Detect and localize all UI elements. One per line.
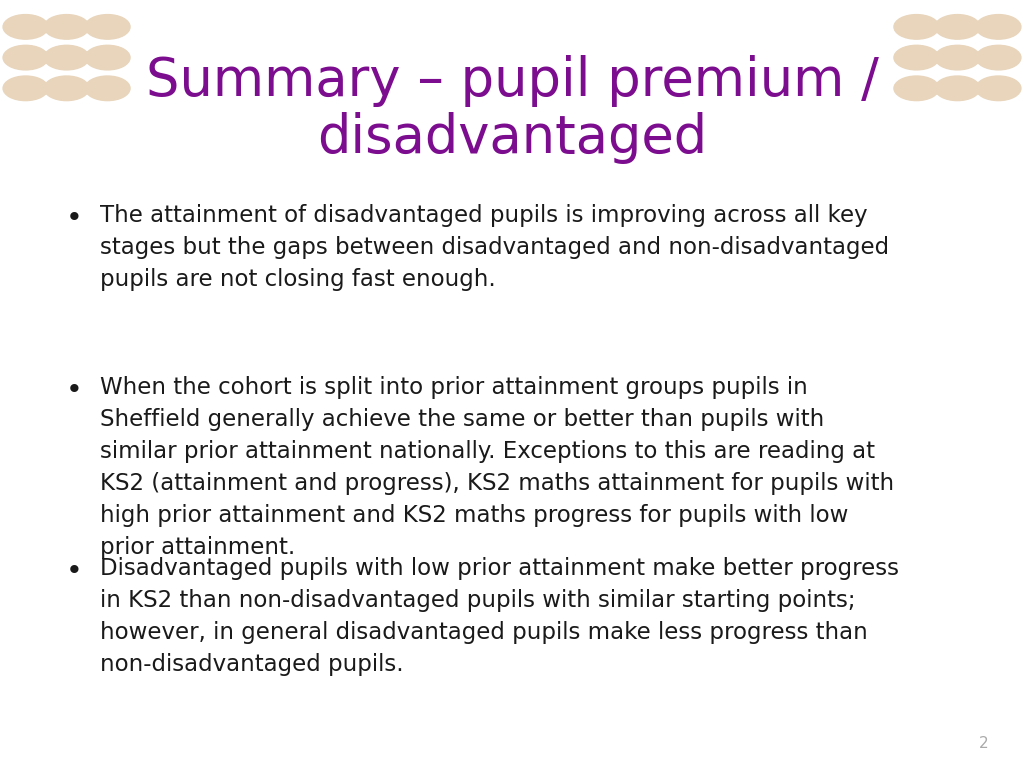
Ellipse shape <box>3 15 48 39</box>
Ellipse shape <box>894 45 939 70</box>
Ellipse shape <box>44 76 89 101</box>
Text: When the cohort is split into prior attainment groups pupils in
Sheffield genera: When the cohort is split into prior atta… <box>100 376 895 559</box>
Ellipse shape <box>935 76 980 101</box>
Ellipse shape <box>976 76 1021 101</box>
Ellipse shape <box>44 45 89 70</box>
Ellipse shape <box>85 45 130 70</box>
Text: 2: 2 <box>979 736 988 751</box>
Ellipse shape <box>976 45 1021 70</box>
Ellipse shape <box>935 15 980 39</box>
Text: The attainment of disadvantaged pupils is improving across all key
stages but th: The attainment of disadvantaged pupils i… <box>100 204 890 290</box>
Text: •: • <box>66 204 82 231</box>
Ellipse shape <box>935 45 980 70</box>
Text: •: • <box>66 376 82 404</box>
Ellipse shape <box>44 15 89 39</box>
Ellipse shape <box>3 76 48 101</box>
Ellipse shape <box>85 76 130 101</box>
Ellipse shape <box>894 76 939 101</box>
Text: Disadvantaged pupils with low prior attainment make better progress
in KS2 than : Disadvantaged pupils with low prior atta… <box>100 557 899 676</box>
Ellipse shape <box>894 15 939 39</box>
Text: •: • <box>66 557 82 584</box>
Ellipse shape <box>3 45 48 70</box>
Text: Summary – pupil premium /: Summary – pupil premium / <box>145 55 879 107</box>
Ellipse shape <box>85 15 130 39</box>
Ellipse shape <box>976 15 1021 39</box>
Text: disadvantaged: disadvantaged <box>317 112 707 164</box>
